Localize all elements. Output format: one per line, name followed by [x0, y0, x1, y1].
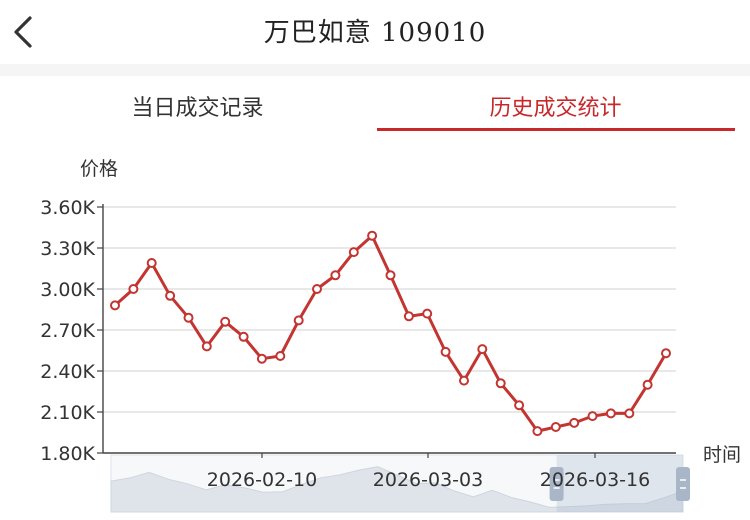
- y-axis-label: 价格: [80, 158, 119, 180]
- stock-code: 109010: [381, 18, 487, 48]
- tab-history-stats[interactable]: 历史成交统计: [368, 90, 743, 122]
- tab-today-trades-label: 当日成交记录: [131, 96, 264, 121]
- data-point: [459, 375, 469, 386]
- data-point: [146, 258, 157, 268]
- data-point: [422, 308, 433, 319]
- data-zoom-window: [556, 455, 683, 512]
- y-tick-label: 3.30K: [40, 238, 95, 260]
- data-point: [514, 400, 525, 411]
- page-title: 万巴如意 109010: [0, 12, 750, 49]
- x-tick-label: 2026-03-16: [540, 469, 650, 491]
- data-point: [293, 315, 304, 326]
- y-tick-label: 3.60K: [40, 197, 95, 219]
- data-point: [532, 426, 543, 437]
- data-point: [624, 408, 635, 419]
- data-point: [183, 312, 194, 323]
- data-point: [495, 378, 506, 389]
- data-point: [367, 230, 378, 241]
- data-point: [642, 379, 653, 390]
- data-point: [128, 284, 139, 294]
- active-tab-indicator: [377, 128, 735, 131]
- y-tick-label: 2.40K: [40, 361, 95, 383]
- data-point: [220, 316, 231, 327]
- data-point: [385, 270, 396, 281]
- data-point: [661, 348, 671, 359]
- data-point: [238, 331, 249, 342]
- data-zoom-handle-right[interactable]: [676, 467, 690, 501]
- page-title-name: 万巴如意: [263, 18, 372, 48]
- data-point: [550, 422, 561, 432]
- tab-today-trades[interactable]: 当日成交记录: [10, 90, 385, 122]
- data-point: [256, 353, 267, 364]
- data-point: [569, 417, 580, 428]
- series-line: [114, 234, 668, 433]
- data-point: [348, 247, 359, 258]
- y-tick-label: 2.10K: [40, 402, 95, 424]
- data-point: [165, 290, 176, 301]
- chevron-left-icon[interactable]: [10, 12, 36, 52]
- data-point: [440, 346, 451, 357]
- x-tick-label: 2026-03-03: [373, 469, 483, 491]
- data-point: [403, 311, 414, 322]
- data-zoom-handle-left[interactable]: [549, 467, 564, 501]
- data-point: [110, 300, 120, 311]
- data-point: [201, 341, 212, 352]
- data-point: [587, 411, 598, 422]
- y-tick-label: 1.80K: [40, 443, 95, 465]
- data-point: [330, 270, 341, 281]
- data-point: [312, 284, 322, 294]
- header: 万巴如意 109010: [0, 0, 750, 64]
- data-point: [605, 408, 616, 419]
- tab-history-stats-label: 历史成交统计: [489, 96, 622, 121]
- x-tick-label: 2026-02-10: [207, 469, 317, 491]
- x-axis-label: 时间: [703, 444, 742, 466]
- y-tick-label: 2.70K: [40, 320, 95, 342]
- y-tick-label: 3.00K: [40, 279, 95, 301]
- data-point: [477, 344, 488, 355]
- data-zoom-shadow: [110, 466, 684, 513]
- header-separator: [0, 64, 750, 76]
- data-point: [275, 351, 286, 361]
